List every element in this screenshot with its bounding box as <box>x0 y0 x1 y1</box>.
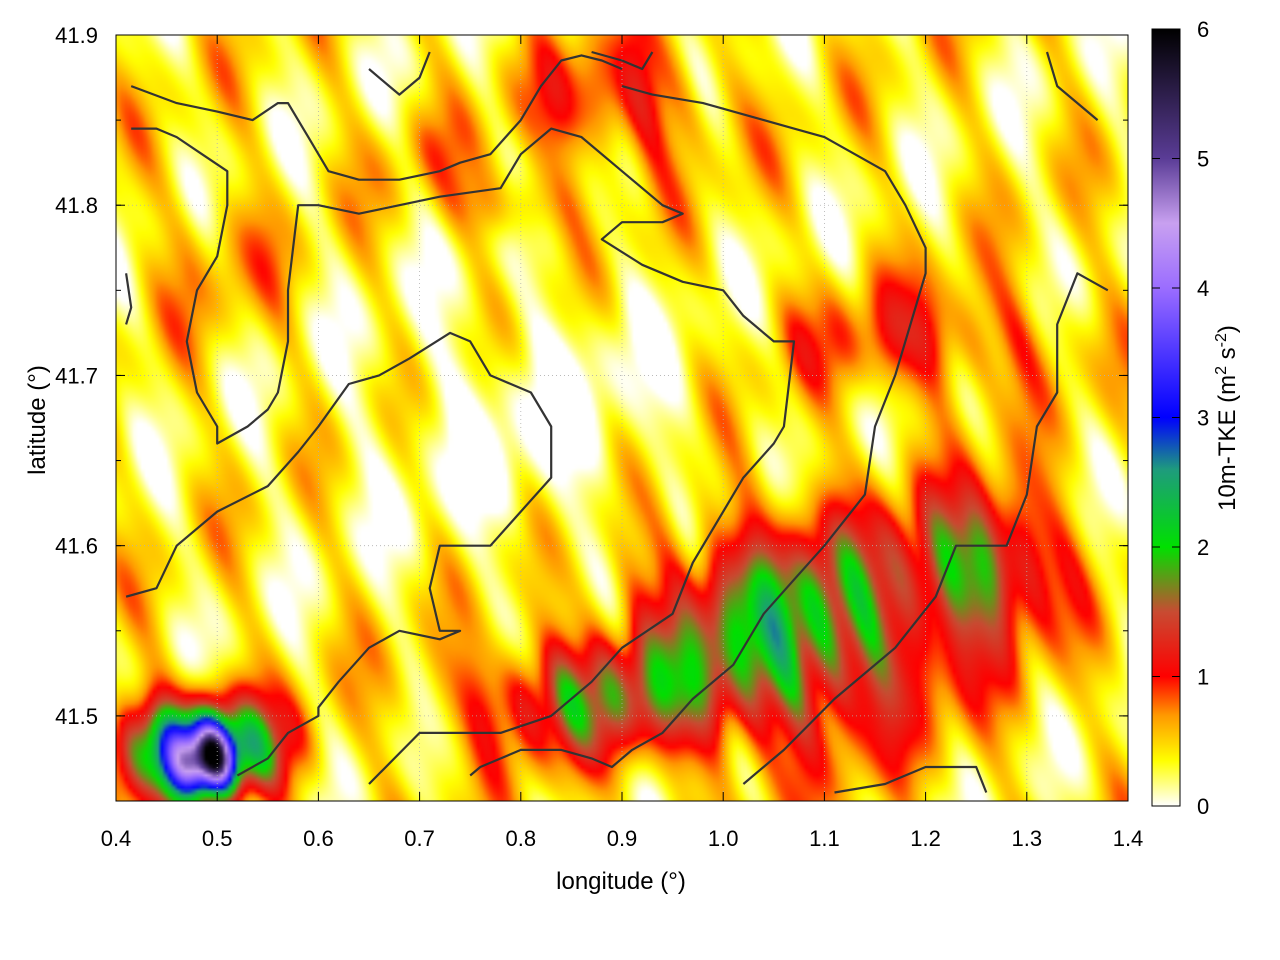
y-tick-label: 41.9 <box>55 23 98 48</box>
y-tick-label: 41.6 <box>55 534 98 559</box>
plot-area <box>116 35 1128 801</box>
colorbar-tick-label: 4 <box>1197 276 1209 301</box>
y-axis-ticks: 41.5 41.6 41.7 41.8 41.9 <box>55 23 1128 802</box>
colorbar-tick-label: 5 <box>1197 147 1209 172</box>
contour-line <box>130 54 623 181</box>
colorbar-tick-label: 6 <box>1197 17 1209 42</box>
colorbar-tick-label: 2 <box>1197 535 1209 560</box>
contour-line <box>742 272 1109 785</box>
terrain-contours <box>125 50 1109 794</box>
x-tick-label: 1.4 <box>1113 826 1144 851</box>
x-tick-label: 1.1 <box>809 826 840 851</box>
contour-line <box>131 127 796 785</box>
x-tick-label: 0.5 <box>202 826 233 851</box>
y-tick-label: 41.8 <box>55 193 98 218</box>
tke-heat-field <box>116 35 1128 801</box>
x-tick-label: 0.7 <box>404 826 435 851</box>
y-tick-label: 41.7 <box>55 363 98 388</box>
contour-line <box>1045 51 1099 121</box>
x-tick-label: 0.9 <box>607 826 638 851</box>
colorbar-label: 10m-TKE (m2 s-2) <box>1213 325 1241 511</box>
colorbar: 0 1 2 3 4 5 6 10m-TKE (m2 s-2) <box>1151 17 1241 819</box>
contour-line <box>469 85 927 777</box>
colorbar-ticks: 0 1 2 3 4 5 6 <box>1152 17 1209 819</box>
x-axis-label: longitude (°) <box>556 868 686 895</box>
grid-lines <box>116 35 1128 801</box>
contour-line <box>125 273 133 325</box>
x-axis-ticks: 0.4 0.5 0.6 0.7 0.8 0.9 1.0 1.1 1.2 1.3 1.4 <box>101 35 1144 851</box>
contour-line <box>591 50 654 71</box>
x-tick-label: 0.6 <box>303 826 334 851</box>
y-tick-label: 41.5 <box>55 704 98 729</box>
contour-line <box>125 331 553 777</box>
contour-line <box>368 51 431 96</box>
x-tick-label: 0.8 <box>506 826 537 851</box>
x-tick-label: 0.4 <box>101 826 132 851</box>
colorbar-tick-label: 3 <box>1197 406 1209 431</box>
contour-line <box>834 765 988 794</box>
x-tick-label: 1.2 <box>910 826 941 851</box>
y-axis-label: latitude (°) <box>24 365 51 475</box>
x-tick-label: 1.3 <box>1012 826 1043 851</box>
x-tick-label: 1.0 <box>708 826 739 851</box>
colorbar-tick-label: 1 <box>1197 665 1209 690</box>
colorbar-tick-label: 0 <box>1197 794 1209 819</box>
